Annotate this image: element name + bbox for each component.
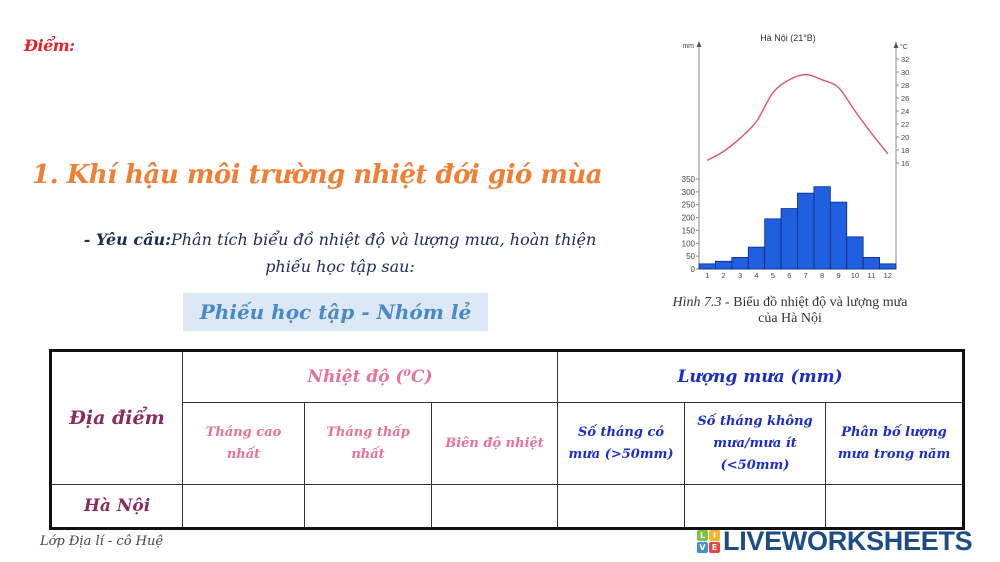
svg-text:12: 12 (884, 271, 892, 278)
logo-block-i: I (709, 529, 720, 541)
svg-text:30: 30 (901, 68, 909, 77)
answer-highest-month[interactable] (182, 484, 305, 529)
svg-text:11: 11 (867, 271, 875, 278)
svg-text:°C: °C (900, 43, 908, 51)
col-dry-months: Số tháng không mưa/mưa ít (<50mm) (684, 402, 827, 485)
answer-temperature-range[interactable] (430, 484, 559, 529)
liveworksheets-logo[interactable]: L I V E LIVEWORKSHEETS (697, 526, 973, 556)
brand-name: LIVEWORKSHEETS (723, 526, 973, 556)
live-blocks-icon: L I V E (697, 529, 720, 553)
svg-text:250: 250 (682, 201, 696, 210)
requirement-label: - Yêu cầu: (83, 230, 171, 249)
col-rainy-months: Số tháng có mưa (>50mm) (557, 402, 686, 485)
logo-block-l: L (697, 529, 708, 541)
svg-text:6: 6 (787, 271, 791, 278)
svg-text:9: 9 (836, 271, 840, 278)
climate-chart-svg: Hà Nội (21°B)mm °C05010015020025030035016… (682, 33, 910, 278)
svg-text:8: 8 (820, 271, 824, 278)
svg-text:10: 10 (851, 271, 859, 278)
svg-text:100: 100 (682, 239, 696, 248)
svg-text:5: 5 (771, 271, 775, 278)
requirement-text: - Yêu cầu:Phân tích biểu đồ nhiệt độ và … (60, 226, 620, 280)
col-lowest-month: Tháng thấp nhất (304, 402, 432, 485)
svg-text:24: 24 (901, 107, 909, 116)
worksheet-table: Địa điểm Nhiệt độ (⁰C) Lượng mưa (mm) Th… (49, 349, 966, 530)
climate-chart: Hà Nội (21°B) mm °C 0 50 100 150 200 250 300 350 16… (660, 28, 920, 278)
svg-text:mm: mm (682, 43, 694, 50)
svg-text:50: 50 (686, 252, 695, 261)
requirement-body: Phân tích biểu đồ nhiệt độ và lượng mưa,… (170, 230, 597, 276)
table-row: Hà Nội (50, 484, 965, 529)
svg-text:26: 26 (901, 94, 909, 103)
svg-text:1: 1 (705, 271, 709, 278)
col-highest-month: Tháng cao nhất (182, 402, 305, 485)
svg-text:22: 22 (901, 120, 909, 129)
svg-text:20: 20 (901, 133, 909, 142)
logo-block-e: E (709, 541, 720, 553)
col-temperature-range: Biên độ nhiệt (430, 402, 559, 485)
caption-text: - Biểu đồ nhiệt độ và lượng mưa (721, 295, 908, 310)
score-label: Điểm: (24, 36, 75, 55)
svg-text:3: 3 (738, 271, 742, 278)
svg-text:350: 350 (682, 175, 696, 184)
caption-line2: của Hà Nội (758, 311, 822, 326)
svg-text:Hà Nội (21°B): Hà Nội (21°B) (760, 33, 816, 43)
answer-rainy-months[interactable] (557, 484, 686, 529)
caption-figure-number: Hình 7.3 (672, 295, 722, 310)
logo-block-v: V (697, 541, 708, 553)
svg-text:150: 150 (682, 226, 696, 235)
svg-text:4: 4 (754, 271, 758, 278)
svg-text:300: 300 (682, 188, 696, 197)
row-location: Hà Nội (50, 484, 183, 529)
svg-text:16: 16 (901, 159, 909, 168)
answer-dry-months[interactable] (684, 484, 827, 529)
answer-lowest-month[interactable] (304, 484, 432, 529)
svg-text:32: 32 (901, 55, 909, 64)
worksheet-badge: Phiếu học tập - Nhóm lẻ (183, 293, 488, 331)
location-header: Địa điểm (50, 350, 183, 485)
svg-text:2: 2 (722, 271, 726, 278)
svg-text:7: 7 (804, 271, 808, 278)
svg-text:0: 0 (691, 265, 696, 274)
rainfall-header: Lượng mưa (mm) (557, 350, 965, 403)
chart-caption: Hình 7.3 - Biểu đồ nhiệt độ và lượng mưa… (600, 295, 980, 327)
section-title: 1. Khí hậu môi trường nhiệt đới gió mùa (32, 160, 603, 190)
svg-text:200: 200 (682, 214, 696, 223)
svg-text:28: 28 (901, 81, 909, 90)
answer-rain-distribution[interactable] (825, 484, 965, 529)
temperature-header: Nhiệt độ (⁰C) (181, 350, 559, 403)
svg-text:18: 18 (901, 146, 909, 155)
footer-credit: Lớp Địa lí - cô Huệ (40, 534, 164, 549)
col-rain-distribution: Phân bố lượng mưa trong năm (825, 402, 965, 485)
